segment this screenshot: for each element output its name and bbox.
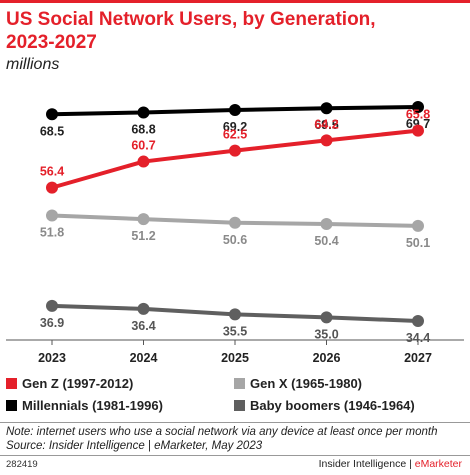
top-accent-bar [0, 0, 470, 3]
legend-swatch-gen-z [6, 378, 17, 389]
legend-label-millennials: Millennials (1981-1996) [22, 398, 163, 413]
data-point-gen-2027 [412, 219, 424, 232]
data-label-baby-2024: 36.4 [131, 319, 155, 333]
legend-item-millennials: Millennials (1981-1996) [6, 398, 163, 413]
data-label-baby-2027: 34.4 [406, 331, 430, 345]
data-label-gen-2023: 51.8 [40, 226, 64, 240]
note-text: Note: internet users who use a social ne… [6, 426, 438, 438]
chart-note: Note: internet users who use a social ne… [6, 425, 466, 453]
data-label-gen-2025: 50.6 [223, 233, 247, 247]
chart-title-line-2: 2023-2027 [6, 32, 97, 53]
data-label-gen-2026: 50.4 [314, 234, 338, 248]
chart-title: US Social Network Users, by Generation, … [6, 8, 456, 54]
legend-item-gen-x: Gen X (1965-1980) [234, 376, 362, 391]
data-point-millennials-2027 [412, 101, 424, 113]
data-point-gen-2026 [320, 134, 333, 147]
x-tick-label-2025: 2025 [221, 351, 249, 365]
note-divider [0, 422, 470, 423]
data-label-gen-2024: 51.2 [131, 229, 155, 243]
legend-swatch-millennials [6, 400, 17, 411]
data-point-baby-2025 [229, 308, 241, 321]
data-label-millennials-2025: 69.2 [223, 120, 247, 134]
data-point-gen-2025 [229, 216, 241, 229]
data-point-gen-2025 [229, 144, 241, 157]
data-label-baby-2026: 35.0 [314, 327, 338, 341]
data-label-baby-2025: 35.5 [223, 324, 247, 338]
brand-credit: Insider Intelligence | eMarketer [319, 458, 462, 470]
x-tick-label-2027: 2027 [404, 351, 432, 365]
data-label-gen-2024: 60.7 [131, 139, 155, 153]
brand-emarketer: eMarketer [414, 458, 462, 470]
data-label-millennials-2024: 68.8 [131, 122, 155, 136]
data-point-gen-2024 [137, 155, 150, 168]
data-label-baby-2023: 36.9 [40, 316, 64, 330]
legend-label-baby-boomers: Baby boomers (1946-1964) [250, 398, 415, 413]
source-text: Source: Insider Intelligence | eMarketer… [6, 440, 263, 452]
data-point-baby-2024 [137, 302, 150, 315]
data-label-millennials-2027: 69.7 [406, 117, 430, 131]
data-label-gen-2027: 50.1 [406, 236, 430, 250]
chart-id: 282419 [6, 459, 38, 470]
data-point-gen-2023 [46, 181, 58, 194]
data-point-baby-2026 [320, 311, 333, 324]
brand-publisher: Insider Intelligence | [318, 458, 415, 470]
data-label-gen-2025: 62.5 [223, 128, 247, 142]
x-tick-label-2023: 2023 [38, 351, 66, 365]
legend-item-gen-z: Gen Z (1997-2012) [6, 376, 133, 391]
data-label-millennials-2026: 69.5 [314, 118, 338, 132]
data-point-gen-2027 [412, 124, 424, 137]
footer-divider [0, 455, 470, 456]
data-point-gen-2026 [320, 218, 333, 231]
legend-label-gen-x: Gen X (1965-1980) [250, 376, 363, 391]
data-point-gen-2024 [137, 213, 150, 226]
x-tick-label-2026: 2026 [313, 351, 341, 365]
data-label-gen-2026: 64.2 [314, 117, 338, 131]
chart-title-line-1: US Social Network Users, by Generation, [6, 9, 376, 30]
data-point-millennials-2025 [229, 104, 241, 117]
data-label-millennials-2023: 68.5 [40, 124, 64, 138]
legend-swatch-baby-boomers [234, 400, 245, 411]
x-tick-label-2024: 2024 [130, 351, 158, 365]
data-point-gen-2023 [46, 209, 58, 222]
legend-label-gen-z: Gen Z (1997-2012) [22, 376, 134, 391]
legend-swatch-gen-x [234, 378, 245, 389]
data-point-millennials-2024 [137, 106, 150, 119]
data-point-baby-2027 [412, 315, 424, 327]
data-point-millennials-2026 [320, 102, 333, 115]
data-point-baby-2023 [46, 299, 58, 312]
data-label-gen-2023: 56.4 [40, 165, 64, 179]
data-label-gen-2027: 65.8 [406, 108, 430, 122]
legend-item-baby-boomers: Baby boomers (1946-1964) [234, 398, 415, 413]
data-point-millennials-2023 [46, 108, 58, 121]
chart-subtitle: millions [6, 56, 60, 73]
line-chart: 2023 2024 2025 2026 2027 68.5 68.8 69.2 69.5 69.7… [6, 101, 464, 365]
